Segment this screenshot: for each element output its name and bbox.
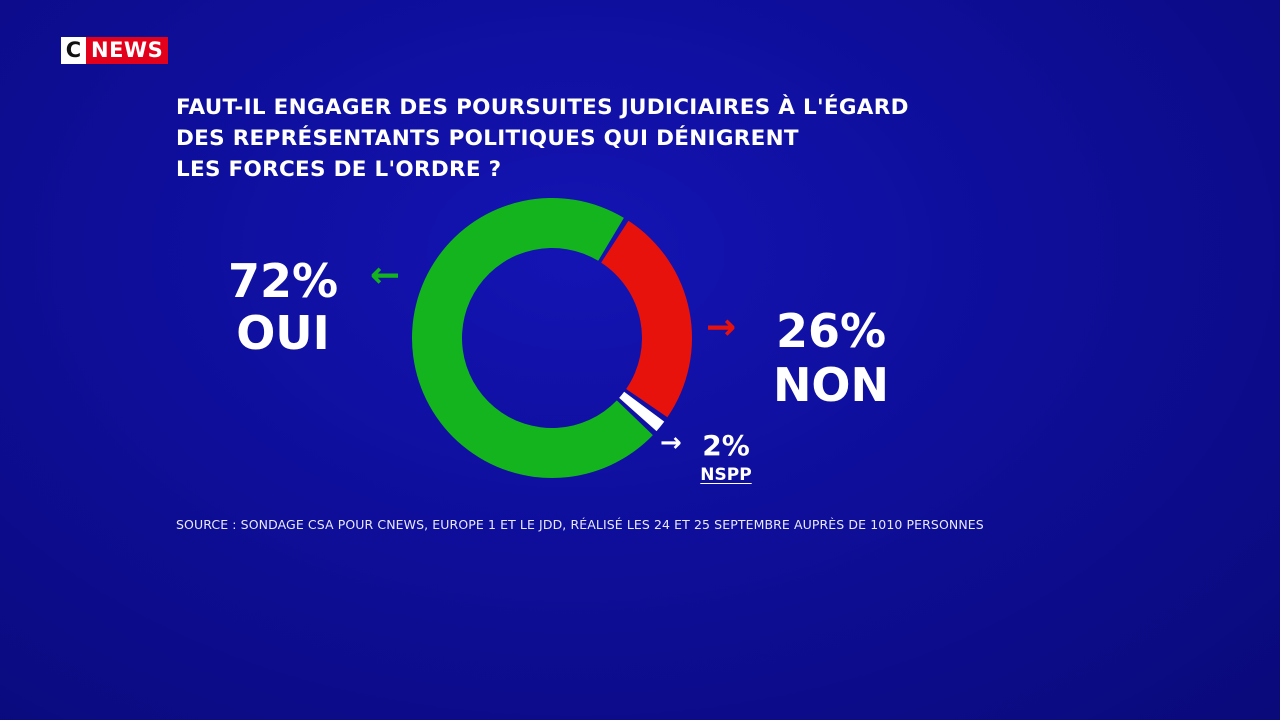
title-line: DES REPRÉSENTANTS POLITIQUES QUI DÉNIGRE…	[176, 126, 799, 151]
non-label: NON	[772, 358, 890, 412]
donut-slice-oui	[412, 197, 653, 479]
nspp-label: NSPP	[700, 465, 752, 485]
arrow-right-icon: →	[660, 428, 682, 458]
arrow-left-icon: ←	[370, 255, 401, 296]
nspp-value: 2%	[702, 429, 750, 462]
donut-slice-nspp	[619, 391, 665, 432]
title-line: LES FORCES DE L'ORDRE ?	[176, 157, 502, 182]
oui-label: OUI	[236, 306, 330, 360]
oui-value: 72%	[227, 254, 339, 308]
non-value: 26%	[775, 304, 887, 358]
arrow-right-icon: →	[706, 307, 737, 348]
logo-news: NEWS	[86, 37, 169, 64]
title-line: FAUT-IL ENGAGER DES POURSUITES JUDICIAIR…	[176, 95, 909, 120]
logo-c: C	[61, 37, 86, 64]
cnews-logo: C NEWS	[61, 37, 169, 64]
chart-title: FAUT-IL ENGAGER DES POURSUITES JUDICIAIR…	[176, 92, 909, 185]
donut-slice-non	[601, 220, 693, 418]
source-note: SOURCE : SONDAGE CSA POUR CNEWS, EUROPE …	[176, 517, 984, 532]
